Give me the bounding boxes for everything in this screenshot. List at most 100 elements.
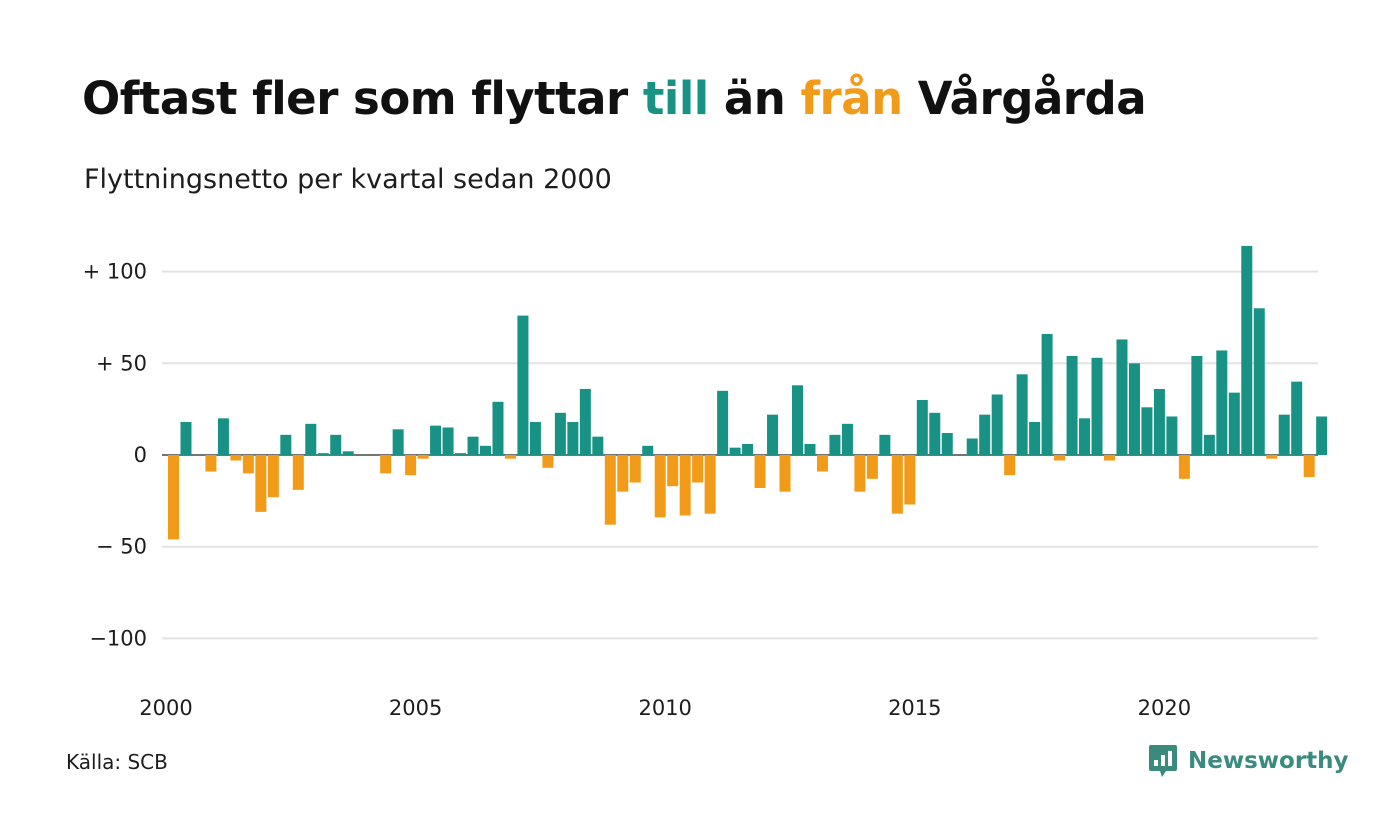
bar (417, 455, 429, 459)
title-till: till (642, 72, 709, 125)
bar (929, 412, 941, 455)
bar (779, 455, 791, 492)
bar (480, 445, 491, 455)
bar (180, 421, 192, 455)
bar (1128, 363, 1140, 455)
bar (891, 455, 903, 514)
bar (1066, 355, 1078, 455)
bar (542, 455, 554, 468)
source-label: Källa: SCB (66, 750, 168, 774)
bar (1278, 414, 1290, 455)
bar (1228, 392, 1240, 455)
bar (854, 455, 866, 492)
y-axis-ticks: + 100 + 50 0 − 50 −100 (83, 260, 147, 651)
bar (280, 434, 292, 455)
bar (1241, 245, 1253, 455)
bar (1178, 455, 1190, 479)
bar (717, 390, 729, 455)
bar (729, 447, 741, 455)
bar (1091, 357, 1103, 455)
bar (1253, 308, 1265, 455)
bar (642, 445, 654, 455)
bar (654, 455, 666, 518)
bar (230, 455, 242, 461)
bar (1203, 434, 1215, 455)
bar (1166, 416, 1178, 455)
bar (168, 455, 179, 540)
x-tick-label: 2010 (638, 696, 691, 720)
x-axis-ticks: 2000 2005 2010 2015 2020 (139, 696, 1191, 720)
bar (1216, 350, 1228, 455)
bar (217, 418, 229, 455)
bar (430, 425, 442, 455)
bar (579, 388, 591, 455)
bar (1054, 455, 1066, 461)
chart-title: Oftast fler som flyttar till än från Vår… (82, 72, 1147, 125)
bar (1291, 381, 1303, 455)
x-tick-label: 2015 (888, 696, 941, 720)
brand-name: Newsworthy (1188, 748, 1349, 774)
bar-chart: + 100 + 50 0 − 50 −100 2000 2005 2010 2015 2020 (83, 245, 1328, 720)
bar (554, 412, 566, 455)
bar (517, 315, 529, 455)
bar (1303, 455, 1315, 478)
bar (767, 414, 779, 455)
bar (991, 394, 1003, 455)
bar (467, 436, 479, 455)
bar (342, 451, 354, 455)
bar (979, 414, 991, 455)
y-tick-label: + 100 (83, 260, 147, 284)
bar (829, 434, 841, 455)
x-tick-label: 2020 (1138, 696, 1191, 720)
y-tick-label: 0 (134, 443, 147, 467)
bar (255, 455, 267, 512)
bar (1116, 339, 1128, 455)
bar (317, 453, 329, 455)
title-part-2: än (708, 72, 801, 125)
bar (679, 455, 691, 516)
bar (1316, 416, 1328, 455)
bar (667, 455, 679, 487)
bar (242, 455, 254, 474)
bar (617, 455, 629, 492)
bar (792, 385, 803, 455)
x-tick-label: 2000 (139, 696, 192, 720)
bar (492, 401, 504, 455)
bar (1041, 333, 1053, 455)
bar (916, 399, 928, 455)
bar (592, 436, 604, 455)
title-fran: från (800, 72, 903, 125)
bar (1191, 355, 1203, 455)
bar (380, 455, 392, 474)
y-tick-label: − 50 (96, 535, 147, 559)
y-tick-label: + 50 (96, 351, 147, 375)
bar (205, 455, 217, 472)
bar (405, 455, 417, 476)
bar (1266, 455, 1278, 459)
bar (1141, 407, 1153, 455)
bar (704, 455, 716, 514)
chart-subtitle: Flyttningsnetto per kvartal sedan 2000 (84, 164, 612, 195)
bar (567, 421, 579, 455)
bar (754, 455, 766, 489)
bar (816, 455, 828, 472)
bar (841, 423, 853, 455)
bar (455, 453, 467, 455)
x-tick-label: 2005 (389, 696, 442, 720)
bar (1016, 374, 1028, 455)
bar (504, 455, 516, 459)
bar (1153, 388, 1165, 455)
bar (529, 421, 541, 455)
bar (904, 455, 916, 505)
bar (629, 455, 641, 483)
bar (742, 443, 754, 455)
bar (804, 443, 816, 455)
brand-logo: Newsworthy (1148, 743, 1349, 779)
bars (168, 245, 1328, 540)
bar (442, 427, 454, 455)
bar (966, 438, 978, 455)
newsworthy-logo-icon (1149, 745, 1177, 777)
title-part-3: Vårgårda (902, 72, 1147, 125)
bar (1079, 418, 1091, 455)
bar (1104, 455, 1115, 461)
